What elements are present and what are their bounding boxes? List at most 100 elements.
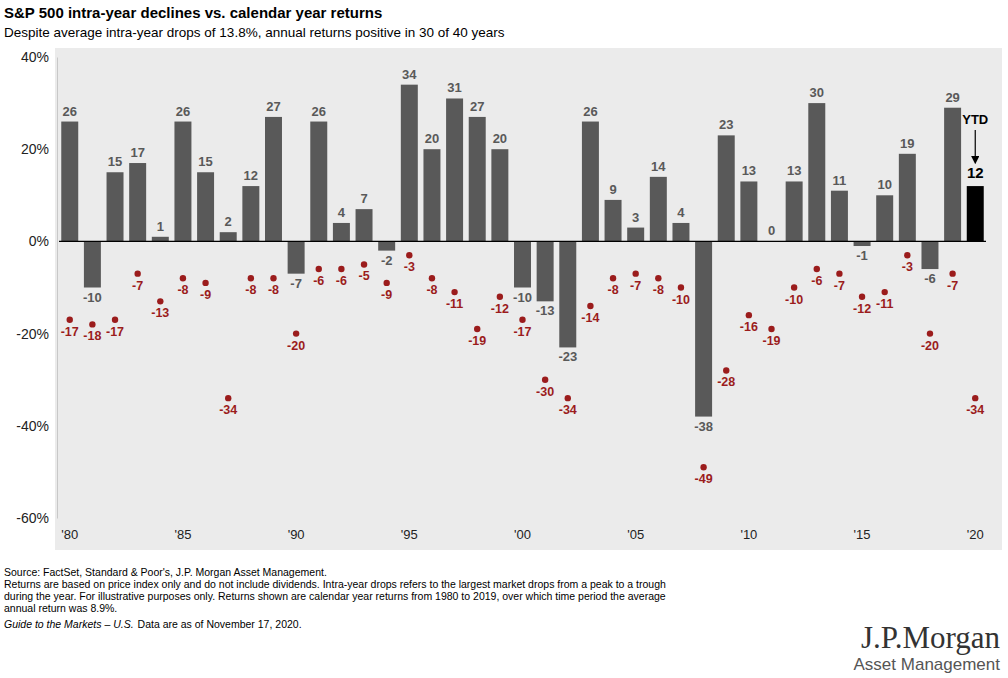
bar-label: 17 (130, 145, 144, 160)
decline-point (972, 395, 978, 401)
chart: S&P 500 intra-year declines vs. calendar… (0, 0, 1008, 678)
bar-label: 14 (651, 159, 666, 174)
bar-label: 4 (338, 205, 346, 220)
bar-label: 9 (609, 182, 616, 197)
bar-label: 12 (244, 168, 258, 183)
logo: J.P.Morgan (861, 620, 1000, 655)
bar-label: -13 (536, 303, 555, 318)
decline-point (927, 330, 933, 336)
bar (220, 232, 237, 241)
point-label: -18 (83, 329, 101, 343)
x-tick-label: '05 (627, 527, 644, 542)
decline-point (451, 289, 457, 295)
decline-point (768, 326, 774, 332)
point-label: -34 (219, 403, 237, 417)
decline-point (89, 321, 95, 327)
x-tick: '00 (514, 524, 531, 542)
decline-point (632, 270, 638, 276)
decline-point (406, 252, 412, 258)
x-tick-label: '95 (401, 527, 418, 542)
point-label: -17 (61, 325, 79, 339)
x-tick: '85 (174, 524, 191, 542)
bar-label: 19 (900, 136, 914, 151)
annotation: YTD (962, 112, 988, 127)
bar (514, 241, 531, 287)
point-label: -34 (966, 403, 984, 417)
bar (174, 122, 191, 242)
point-label: -20 (287, 339, 305, 353)
point-label: -10 (785, 293, 803, 307)
point-label: -3 (404, 260, 415, 274)
bar-label: -10 (83, 290, 102, 305)
bar (310, 122, 327, 242)
note: Returns are based on price index only an… (4, 578, 666, 590)
decline-point (67, 317, 73, 323)
bar (899, 154, 916, 242)
bar (61, 122, 78, 242)
bar-label: 34 (402, 67, 417, 82)
decline-point (655, 275, 661, 281)
point-label: -8 (177, 283, 188, 297)
y-tick: -20% (16, 326, 57, 342)
bar (469, 117, 486, 241)
point-label: -11 (876, 297, 893, 311)
bar-label: -7 (290, 276, 302, 291)
y-tick-label: 0% (29, 233, 49, 249)
plot-background (55, 48, 1002, 550)
decline-point (293, 330, 299, 336)
point-label: -7 (947, 279, 958, 293)
bar-label: 7 (360, 191, 367, 206)
decline-point (225, 395, 231, 401)
y-axis: 40%20%0%-20%-40%-60% (16, 49, 57, 526)
data-labels: 26-1015171261521227-72647-23420312720-10… (61, 67, 985, 487)
bar (197, 172, 214, 241)
bar (786, 181, 803, 241)
x-tick-label: '15 (854, 527, 871, 542)
point-label: -9 (381, 288, 392, 302)
annotation-arrow (975, 130, 976, 160)
point-label: -13 (151, 306, 169, 320)
bar (672, 223, 689, 241)
decline-point (723, 367, 729, 373)
point-label: -14 (581, 311, 599, 325)
bar (718, 135, 735, 241)
point-label: -17 (513, 325, 531, 339)
decline-point (270, 275, 276, 281)
point-label: -8 (268, 283, 279, 297)
bar (944, 108, 961, 242)
decline-point (678, 284, 684, 290)
bar-label: 2 (225, 214, 232, 229)
bar-label: 27 (266, 99, 280, 114)
bar-label: 23 (719, 117, 733, 132)
zero-line (59, 241, 986, 242)
decline-point (157, 298, 163, 304)
decline-point (519, 317, 525, 323)
decline-point (949, 270, 955, 276)
point-label: -5 (358, 269, 369, 283)
bar-label: 26 (176, 104, 190, 119)
y-tick-label: -60% (16, 510, 49, 526)
point-label: -34 (559, 403, 577, 417)
decline-point (134, 270, 140, 276)
x-tick: '20 (967, 524, 984, 542)
x-tick-label: '20 (967, 527, 984, 542)
bar-label: 26 (312, 104, 326, 119)
footer-date: Data are as of November 17, 2020. (138, 618, 302, 630)
bar (491, 149, 508, 241)
x-tick-label: '85 (174, 527, 191, 542)
point-label: -28 (717, 375, 735, 389)
bar-label: 10 (877, 177, 891, 192)
decline-point (316, 266, 322, 272)
bar-label: 3 (632, 210, 639, 225)
bar (808, 103, 825, 241)
bar (84, 241, 101, 287)
point-label: -6 (811, 274, 822, 288)
x-tick: '80 (61, 524, 78, 542)
point-label: -11 (446, 297, 463, 311)
bar-label: 20 (493, 131, 507, 146)
point-label: -6 (313, 274, 324, 288)
point-label: -7 (630, 279, 641, 293)
point-label: -30 (536, 385, 554, 399)
bar (695, 241, 712, 416)
decline-point (361, 261, 367, 267)
